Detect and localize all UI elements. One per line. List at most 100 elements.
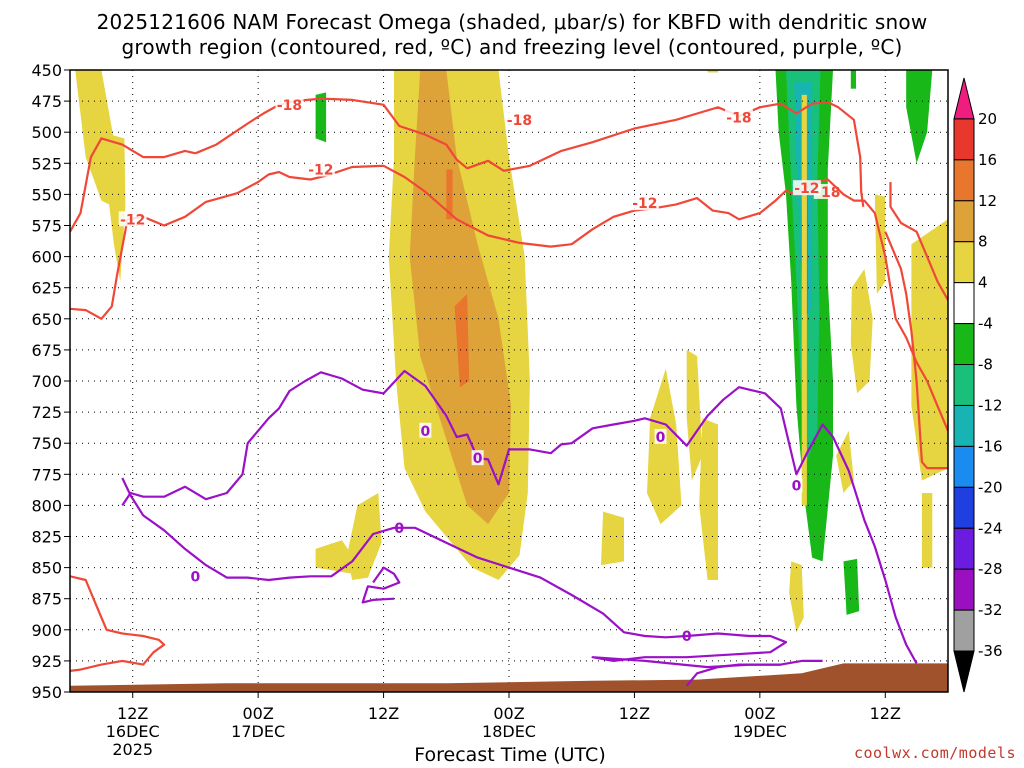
colorbar-bottom-arrow xyxy=(953,650,975,693)
contour-label-2-1: -12 xyxy=(308,163,333,179)
y-tick-label-625: 625 xyxy=(31,279,62,298)
colorbar-label-10: -24 xyxy=(978,519,1003,537)
omega-region-22 xyxy=(850,269,873,394)
colorbar-swatch-12 xyxy=(953,568,975,611)
contour--18C xyxy=(194,97,865,207)
contour--18C-left xyxy=(70,137,196,233)
contour-label-bg-2-2 xyxy=(630,195,659,211)
colorbar-label-12: -32 xyxy=(978,601,1003,619)
x-tick-label-66-0: 00Z xyxy=(744,704,775,723)
omega-region-11 xyxy=(686,349,703,481)
y-tick-label-600: 600 xyxy=(31,248,62,267)
contour-label-bg-6-2 xyxy=(471,450,484,466)
colorbar-swatch-7 xyxy=(953,364,975,406)
y-tick-label-575: 575 xyxy=(31,217,62,236)
omega-region-17 xyxy=(801,94,807,506)
x-axis-label: Forecast Time (UTC) xyxy=(414,744,606,766)
contour-label-bg-2-1 xyxy=(306,161,335,177)
contour-label-0-2: -18 xyxy=(726,110,751,126)
credit-link[interactable]: coolwx.com/models xyxy=(853,744,1016,762)
x-tick-label-66-1: 19DEC xyxy=(733,722,787,741)
y-tick-label-875: 875 xyxy=(31,590,62,609)
x-tick-label-18-1: 17DEC xyxy=(231,722,285,741)
colorbar-swatch-5 xyxy=(953,282,975,325)
contour-label-2-2: -12 xyxy=(632,196,657,212)
y-tick-label-950: 950 xyxy=(31,683,62,702)
colorbar-label-0: 20 xyxy=(978,110,997,128)
x-tick-label-6-0: 12Z xyxy=(117,704,148,723)
y-tick-label-725: 725 xyxy=(31,403,62,422)
contour-label-bg-7-0 xyxy=(189,568,202,584)
contour-0C-ground xyxy=(685,659,823,687)
x-tick-label-18-0: 00Z xyxy=(242,704,273,723)
ground-fill xyxy=(70,663,948,692)
omega-region-19 xyxy=(906,70,933,164)
colorbar-swatch-10 xyxy=(953,486,975,529)
colorbar-label-7: -12 xyxy=(978,396,1003,414)
contour-label-6-1: 0 xyxy=(421,424,431,440)
x-tick-label-6-1: 16DEC xyxy=(106,722,160,741)
y-tick-label-550: 550 xyxy=(31,185,62,204)
colorbar-swatch-3 xyxy=(953,200,975,243)
contour-label-2-0: -12 xyxy=(120,212,145,228)
y-tick-label-750: 750 xyxy=(31,434,62,453)
omega-region-7 xyxy=(315,540,353,574)
omega-region-23 xyxy=(789,561,804,633)
y-tick-label-775: 775 xyxy=(31,465,62,484)
colorbar-swatch-2 xyxy=(953,159,975,202)
colorbar-label-11: -28 xyxy=(978,560,1003,578)
y-tick-label-900: 900 xyxy=(31,621,62,640)
omega-region-6 xyxy=(446,169,453,220)
omega-region-2 xyxy=(315,92,327,143)
x-tick-label-54-0: 12Z xyxy=(619,704,650,723)
y-tick-label-450: 450 xyxy=(31,61,62,80)
colorbar-label-2: 12 xyxy=(978,192,997,210)
contour-label-bg-2-0 xyxy=(118,211,147,227)
colorbar-label-6: -8 xyxy=(978,356,993,374)
chart-title-line1: 2025121606 NAM Forecast Omega (shaded, μ… xyxy=(96,10,928,34)
contour--12C-lower xyxy=(70,575,166,672)
x-tick-label-30-0: 12Z xyxy=(368,704,399,723)
contour-0C-lower xyxy=(121,477,788,669)
contour--12C-far-right xyxy=(884,231,948,470)
colorbar-swatch-4 xyxy=(953,241,975,284)
omega-region-18 xyxy=(850,70,856,89)
y-tick-label-475: 475 xyxy=(31,92,62,111)
contour-label-7-0: 0 xyxy=(191,569,201,585)
omega-region-5 xyxy=(454,293,470,388)
contour-label-2-3: -12 xyxy=(794,181,819,197)
y-tick-label-925: 925 xyxy=(31,652,62,671)
colorbar-label-13: -36 xyxy=(978,642,1003,660)
y-tick-label-800: 800 xyxy=(31,496,62,515)
colorbar-label-3: 8 xyxy=(978,233,988,251)
contour-0C-loop xyxy=(361,566,401,604)
colorbar-swatch-8 xyxy=(953,404,975,447)
contour-label-bg-6-3 xyxy=(654,428,667,444)
contour-0C xyxy=(121,369,918,664)
contour-label-bg-0-1 xyxy=(505,111,534,127)
colorbar-label-9: -20 xyxy=(978,478,1003,496)
contour--12C-right xyxy=(889,182,948,301)
omega-region-1 xyxy=(101,132,126,282)
y-tick-label-500: 500 xyxy=(31,123,62,142)
omega-region-24 xyxy=(874,194,886,294)
contour-label-bg-6-5 xyxy=(790,477,803,493)
colorbar-label-4: 4 xyxy=(978,274,988,292)
contour-label-0-0: -18 xyxy=(277,98,302,114)
colorbar-top-arrow xyxy=(953,77,975,120)
colorbar-swatch-13 xyxy=(953,609,975,652)
x-tick-label-6-2: 2025 xyxy=(112,740,153,759)
y-tick-label-675: 675 xyxy=(31,341,62,360)
contour-label-0-1: -18 xyxy=(507,113,532,129)
omega-region-4 xyxy=(409,70,512,525)
x-tick-label-78-0: 12Z xyxy=(870,704,901,723)
omega-region-20 xyxy=(843,558,860,615)
y-tick-label-650: 650 xyxy=(31,310,62,329)
contour-label-6-5: 0 xyxy=(792,478,802,494)
y-tick-label-700: 700 xyxy=(31,372,62,391)
x-tick-label-42-0: 00Z xyxy=(493,704,524,723)
colorbar-swatch-11 xyxy=(953,527,975,570)
omega-region-9 xyxy=(601,511,624,566)
contour-label-bg-0-0 xyxy=(275,96,304,112)
contour-label-0-3: -18 xyxy=(815,185,840,201)
